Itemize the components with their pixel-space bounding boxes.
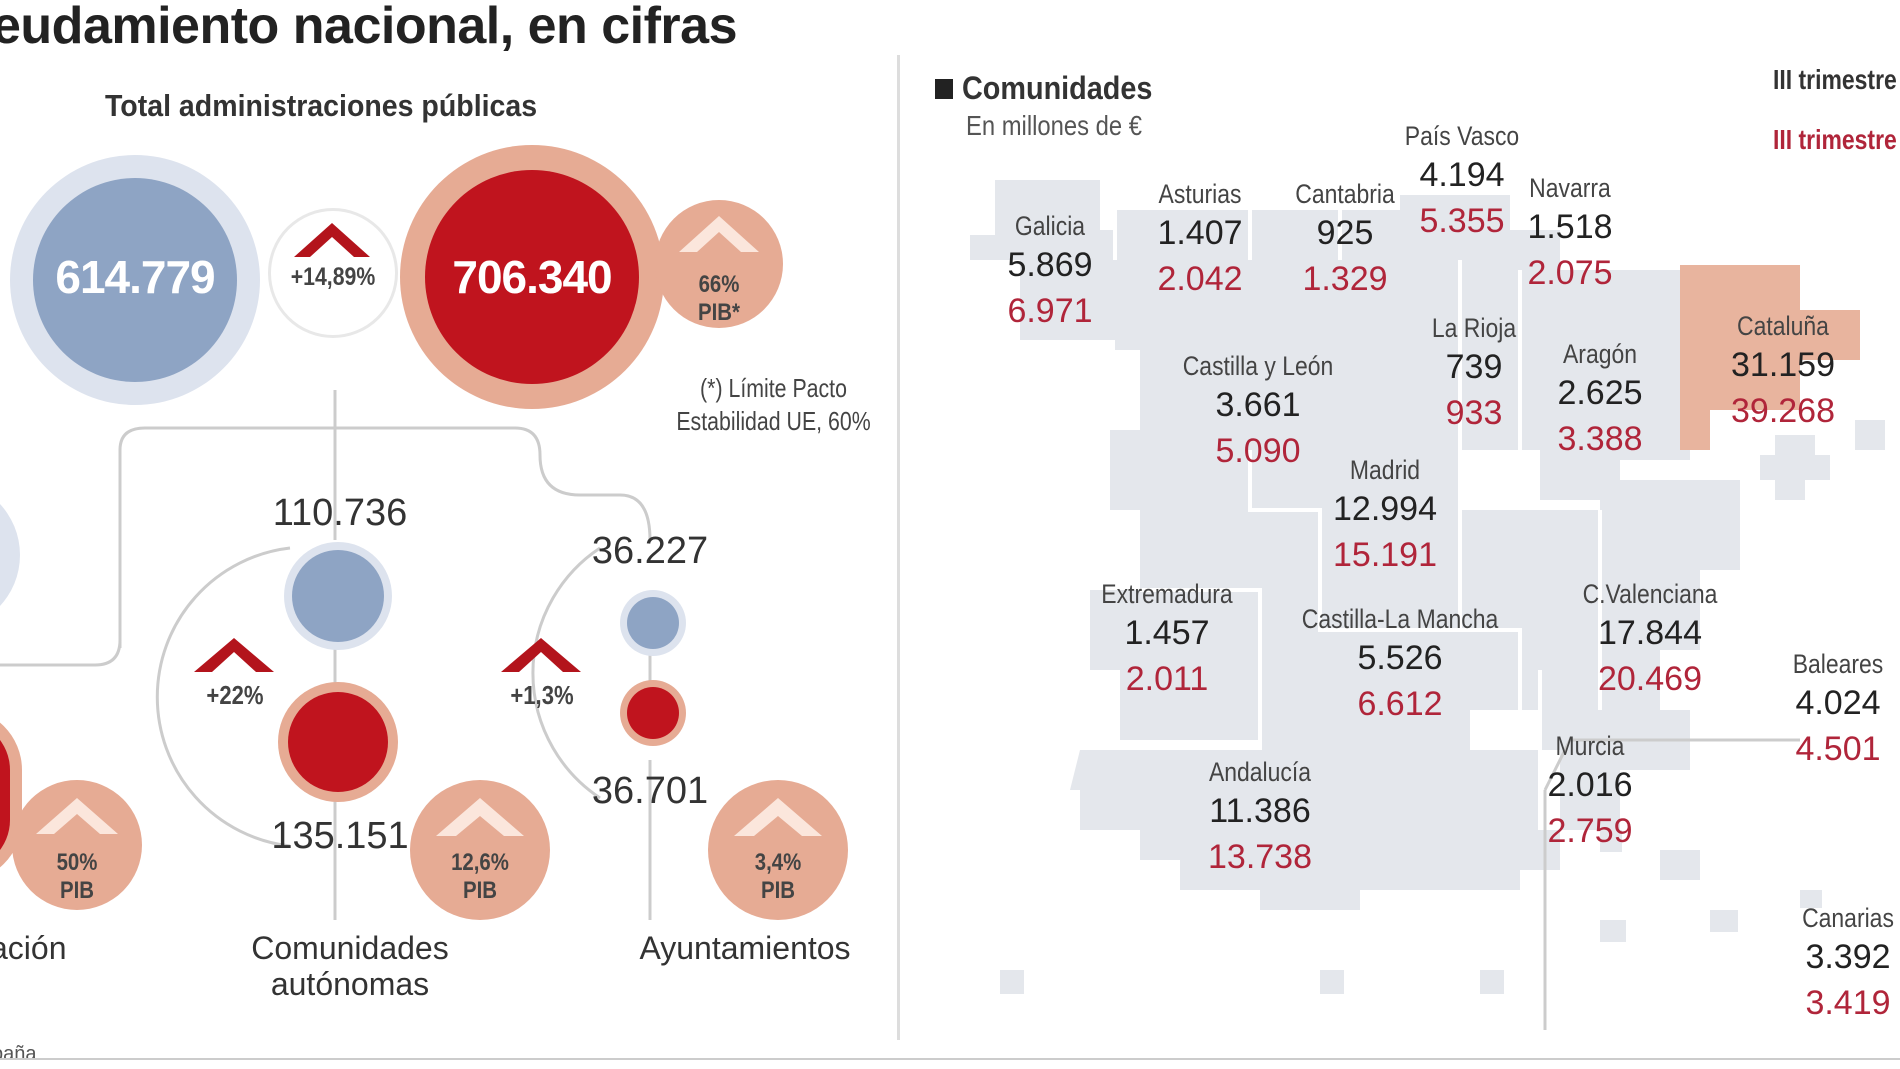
ayto-before-circle — [627, 597, 679, 649]
region-navarra: Navarra 1.518 2.075 — [1527, 173, 1613, 292]
ccaa-now-value: 135.151 — [271, 815, 409, 857]
region-pais-vasco: País Vasco 4.194 5.355 — [1404, 121, 1520, 240]
legend-current: III trimestre — [1773, 124, 1897, 155]
total-now-value: 706.340 — [452, 251, 612, 303]
spain-map — [970, 180, 1885, 1030]
total-before-circle — [33, 178, 237, 382]
region-la-rioja: La Rioja 739 933 — [1431, 313, 1517, 432]
panel-divider — [897, 55, 900, 1040]
connector-lines — [0, 390, 652, 920]
bottom-rule — [0, 1058, 1900, 1060]
up-arrow-icon — [734, 798, 822, 836]
up-arrow-icon — [436, 798, 524, 836]
chart-subtitle: Total administraciones públicas — [105, 88, 538, 123]
ayto-growth-value: +1,3% — [510, 680, 574, 710]
ccaa-before-circle — [292, 550, 384, 642]
region-madrid: Madrid 12.994 15.191 — [1333, 455, 1437, 574]
region-cataluna: Cataluña 31.159 39.268 — [1731, 311, 1835, 430]
region-andalucia: Andalucía 11.386 13.738 — [1208, 757, 1312, 876]
total-pib-line1: 66% — [698, 271, 740, 298]
region-galicia: Galicia 5.869 6.971 — [1007, 211, 1093, 330]
ccaa-pib-line2: PIB — [462, 877, 497, 904]
up-arrow-icon — [294, 223, 370, 257]
region-castilla-la-mancha: Castilla-La Mancha 5.526 6.612 — [1301, 604, 1499, 723]
ayto-label: Ayuntamientos — [639, 930, 851, 966]
legend-square-icon — [935, 79, 953, 99]
region-baleares: Baleares 4.024 4.501 — [1792, 649, 1884, 768]
up-arrow-icon — [501, 638, 581, 672]
central-label: ación l — [0, 930, 67, 966]
ayto-pib-line1: 3,4% — [754, 849, 802, 876]
total-pib-line2: PIB* — [698, 299, 740, 326]
ccaa-pib-line1: 12,6% — [451, 849, 509, 876]
total-before-value: 614.779 — [55, 251, 215, 303]
map-title: Comunidades — [935, 70, 1152, 107]
region-murcia: Murcia 2.016 2.759 — [1547, 731, 1633, 850]
up-arrow-icon — [194, 638, 274, 672]
ayto-before-value: 36.227 — [591, 530, 709, 572]
ayto-now-circle — [627, 687, 679, 739]
ccaa-now-circle — [288, 692, 388, 792]
region-c-valenciana: C.Valenciana 17.844 20.469 — [1582, 579, 1718, 698]
pact-note: (*) Límite Pacto Estabilidad UE, 60% — [676, 373, 871, 436]
legend-previous: III trimestre — [1773, 64, 1897, 95]
ccaa-before-value: 110.736 — [272, 492, 408, 534]
ccaa-label: Comunidades autónomas — [251, 930, 449, 1002]
region-asturias: Asturias 1.407 2.042 — [1157, 179, 1243, 298]
up-arrow-icon — [36, 798, 118, 834]
source-note: paña — [0, 1043, 37, 1065]
region-cantabria: Cantabria 925 1.329 — [1295, 179, 1395, 298]
total-now-circle — [425, 170, 639, 384]
ayto-pib-line2: PIB — [760, 877, 795, 904]
central-pib-line1: 50% — [56, 849, 98, 876]
total-growth-badge — [268, 208, 398, 338]
page-title: eudamiento nacional, en cifras — [0, 0, 738, 55]
map-subtitle: En millones de € — [966, 110, 1142, 141]
region-castilla-leon: Castilla y León 3.661 5.090 — [1182, 351, 1334, 470]
ccaa-growth-value: +22% — [206, 680, 264, 710]
total-growth-value: +14,89% — [290, 263, 376, 291]
central-pib-line2: PIB — [59, 877, 94, 904]
ayto-now-value: 36.701 — [591, 770, 709, 812]
region-extremadura: Extremadura 1.457 2.011 — [1101, 579, 1233, 698]
region-canarias: Canarias 3.392 3.419 — [1802, 903, 1894, 1022]
up-arrow-icon — [679, 216, 759, 252]
region-aragon: Aragón 2.625 3.388 — [1557, 339, 1643, 458]
central-now-circle — [0, 720, 10, 870]
